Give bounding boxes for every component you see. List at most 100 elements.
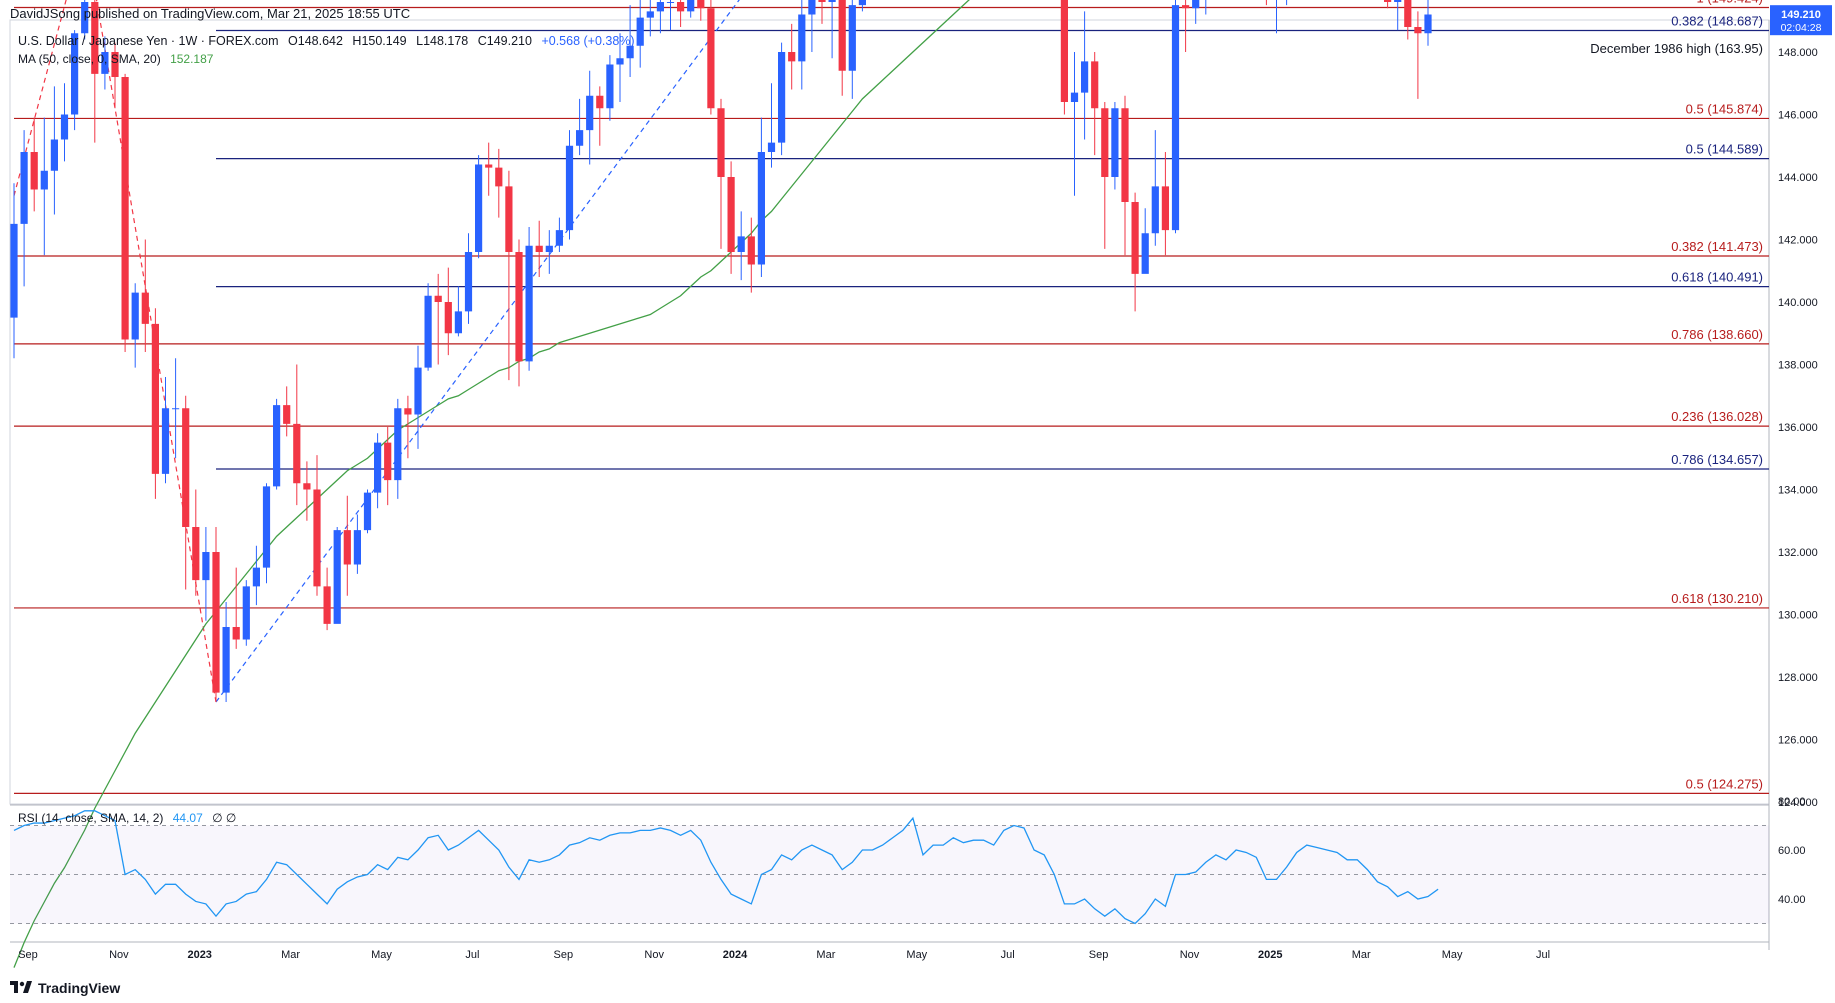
candle-body xyxy=(233,627,240,640)
candle-body xyxy=(1121,108,1128,202)
time-tick-label: Mar xyxy=(281,949,300,961)
time-tick-label: 2024 xyxy=(723,949,748,961)
fib-label: 0.618 (130.210) xyxy=(1671,591,1763,606)
candle-body xyxy=(707,8,714,108)
candle-body xyxy=(1071,93,1078,102)
fib-label: 0.618 (140.491) xyxy=(1671,270,1763,285)
candle-body xyxy=(293,424,300,483)
time-tick-label: 2025 xyxy=(1258,949,1282,961)
candle-body xyxy=(667,2,674,3)
ma-legend-label: MA (50, close, 0, SMA, 20) xyxy=(18,52,161,66)
rsi-legend-value: 44.07 xyxy=(173,811,203,825)
price-tick-label: 146.000 xyxy=(1778,110,1818,122)
time-tick-label: Jul xyxy=(1001,949,1015,961)
candle-body xyxy=(697,0,704,8)
candle-body xyxy=(748,236,755,264)
candle-body xyxy=(1152,186,1159,233)
rsi-tick-label: 80.00 xyxy=(1778,796,1806,808)
price-tags: 163.950160.400149.21002:04:28 xyxy=(1770,0,1832,35)
candle-body xyxy=(576,130,583,146)
candle-body xyxy=(31,152,38,190)
rsi-legend-extra: ∅ ∅ xyxy=(212,811,236,825)
candle-body xyxy=(41,171,48,190)
time-tick-label: 2023 xyxy=(187,949,211,961)
candle-body xyxy=(505,186,512,252)
candle-body xyxy=(313,490,320,587)
price-tick-label: 136.000 xyxy=(1778,422,1818,434)
candle-body xyxy=(273,405,280,486)
candle-body xyxy=(485,165,492,168)
price-tick-label: 138.000 xyxy=(1778,360,1818,372)
fib-label: 0.382 (148.687) xyxy=(1671,14,1763,29)
candle-body xyxy=(1162,186,1169,230)
price-tag-countdown: 02:04:28 xyxy=(1781,22,1822,34)
candle-body xyxy=(526,246,533,362)
candle-body xyxy=(657,2,664,11)
candle-body xyxy=(51,140,58,171)
ohlc-low: L148.178 xyxy=(416,34,468,48)
candle-body xyxy=(606,65,613,109)
time-tick-label: Sep xyxy=(18,949,38,961)
rsi-legend-label: RSI (14, close, SMA, 14, 2) xyxy=(18,811,163,825)
candle-body xyxy=(384,443,391,481)
candle-body xyxy=(1061,0,1068,102)
price-tick-label: 132.000 xyxy=(1778,547,1818,559)
ticker-legend[interactable]: U.S. Dollar / Japanese Yen · 1W · FOREX.… xyxy=(18,34,635,48)
candle-body xyxy=(818,0,825,2)
candle-body xyxy=(1414,27,1421,33)
candle-body xyxy=(1091,61,1098,108)
candle-body xyxy=(839,0,846,71)
candle-body xyxy=(536,246,543,252)
rsi-legend[interactable]: RSI (14, close, SMA, 14, 2) 44.07 ∅ ∅ xyxy=(18,811,236,825)
candle-body xyxy=(566,146,573,230)
fib-label: 0.236 (136.028) xyxy=(1671,409,1763,424)
candle-body xyxy=(808,0,815,15)
ticker-name: U.S. Dollar / Japanese Yen · 1W · FOREX.… xyxy=(18,34,279,48)
ma-legend-value: 152.187 xyxy=(170,52,213,66)
time-tick-label: Mar xyxy=(816,949,835,961)
candle-body xyxy=(243,586,250,639)
price-change: +0.568 (+0.38%) xyxy=(541,34,634,48)
candle-body xyxy=(212,552,219,693)
candle-body xyxy=(1142,233,1149,274)
candle-body xyxy=(263,486,270,567)
candle-body xyxy=(647,11,654,17)
price-tick-label: 134.000 xyxy=(1778,485,1818,497)
ma-legend[interactable]: MA (50, close, 0, SMA, 20) 152.187 xyxy=(18,52,213,66)
time-tick-label: May xyxy=(371,949,392,961)
candle-body xyxy=(758,152,765,265)
candle-body xyxy=(394,408,401,480)
candle-body xyxy=(445,302,452,333)
candle-body xyxy=(728,177,735,252)
tradingview-logo-icon xyxy=(10,981,32,995)
candle-body xyxy=(717,108,724,177)
price-tick-label: 140.000 xyxy=(1778,297,1818,309)
candle-body xyxy=(515,252,522,361)
time-tick-label: Jul xyxy=(1536,949,1550,961)
fib-label: 1 (149.424) xyxy=(1697,0,1764,6)
candle-body xyxy=(253,568,260,587)
time-tick-label: Jul xyxy=(465,949,479,961)
candle-body xyxy=(122,77,129,340)
candle-body xyxy=(374,443,381,493)
candle-body xyxy=(687,0,694,11)
tradingview-logo[interactable]: TradingView xyxy=(10,980,120,996)
candle-body xyxy=(21,152,28,224)
rsi-tick-label: 40.00 xyxy=(1778,894,1806,906)
candle-body xyxy=(152,324,159,474)
time-tick-label: Nov xyxy=(1180,949,1200,961)
candle-body xyxy=(1081,61,1088,92)
fib-label: 0.382 (141.473) xyxy=(1671,239,1763,254)
candle-body xyxy=(798,15,805,62)
fib-label: 0.5 (144.589) xyxy=(1686,142,1763,157)
candle-body xyxy=(738,236,745,252)
candle-body xyxy=(677,2,684,11)
ohlc-open: O148.642 xyxy=(288,34,343,48)
candle-body xyxy=(202,552,209,580)
candle-body xyxy=(324,586,331,624)
price-tick-label: 128.000 xyxy=(1778,672,1818,684)
fib-label: 0.786 (138.660) xyxy=(1671,327,1763,342)
candle-body xyxy=(768,143,775,152)
candle-body xyxy=(616,58,623,64)
